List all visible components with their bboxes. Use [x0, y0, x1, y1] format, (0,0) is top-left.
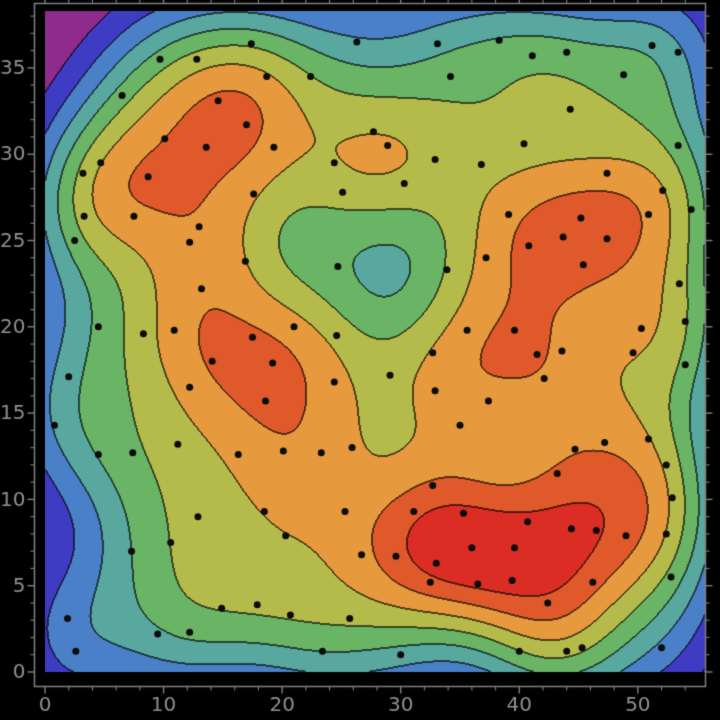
contour-density-figure	[0, 0, 720, 720]
contour-plot-canvas	[0, 0, 720, 720]
